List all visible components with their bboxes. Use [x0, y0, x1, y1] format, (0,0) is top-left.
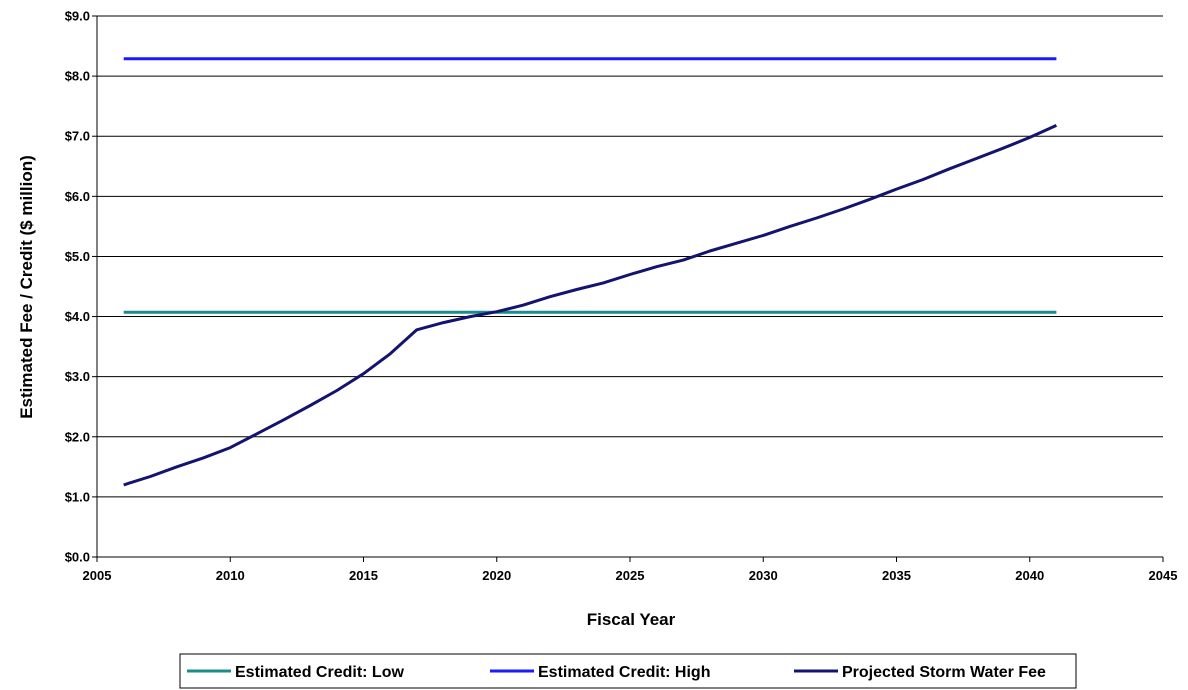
- plot-area: 2005 2010 2015 2020 2025 2030 2035 2040 2045 $0.…: [65, 9, 1178, 584]
- y-tick-label: $5.0: [65, 249, 90, 264]
- y-tick-label: $9.0: [65, 9, 90, 24]
- y-tick-label: $4.0: [65, 309, 90, 324]
- y-tick-label: $6.0: [65, 189, 90, 204]
- y-tick-labels: $0.0 $1.0 $2.0 $3.0 $4.0 $5.0 $6.0 $7.0 $8.0 $9.0: [65, 9, 90, 565]
- series-lines: [123, 57, 1058, 487]
- legend-label: Estimated Credit: High: [538, 664, 710, 681]
- y-tick-label: $2.0: [65, 429, 90, 444]
- x-tick-label: 2015: [349, 568, 378, 583]
- legend-label: Projected Storm Water Fee: [842, 664, 1046, 681]
- y-tick-label: $8.0: [65, 69, 90, 84]
- x-tick-label: 2025: [616, 568, 645, 583]
- x-axis-title: Fiscal Year: [587, 610, 676, 629]
- y-tick-label: $3.0: [65, 369, 90, 384]
- x-tick-label: 2035: [882, 568, 911, 583]
- y-tick-label: $0.0: [65, 550, 90, 565]
- x-tick-label: 2020: [482, 568, 511, 583]
- grid-lines: [92, 15, 1163, 558]
- x-tick-label: 2045: [1149, 568, 1178, 583]
- legend: Estimated Credit: Low Estimated Credit: H…: [179, 653, 1077, 689]
- x-tick-label: 2005: [83, 568, 112, 583]
- legend-label: Estimated Credit: Low: [235, 664, 404, 681]
- y-tick-label: $1.0: [65, 489, 90, 504]
- x-tick-label: 2030: [749, 568, 778, 583]
- y-axis-title: Estimated Fee / Credit ($ million): [17, 155, 36, 419]
- legend-items: Estimated Credit: Low Estimated Credit: H…: [187, 664, 1046, 681]
- legend-box: [179, 653, 1077, 689]
- y-tick-label: $7.0: [65, 129, 90, 144]
- x-tick-label: 2010: [216, 568, 245, 583]
- x-tick-label: 2040: [1015, 568, 1044, 583]
- x-tick-labels: 2005 2010 2015 2020 2025 2030 2035 2040 2045: [83, 568, 1178, 583]
- axes: [96, 16, 1164, 562]
- series-line: [123, 124, 1058, 487]
